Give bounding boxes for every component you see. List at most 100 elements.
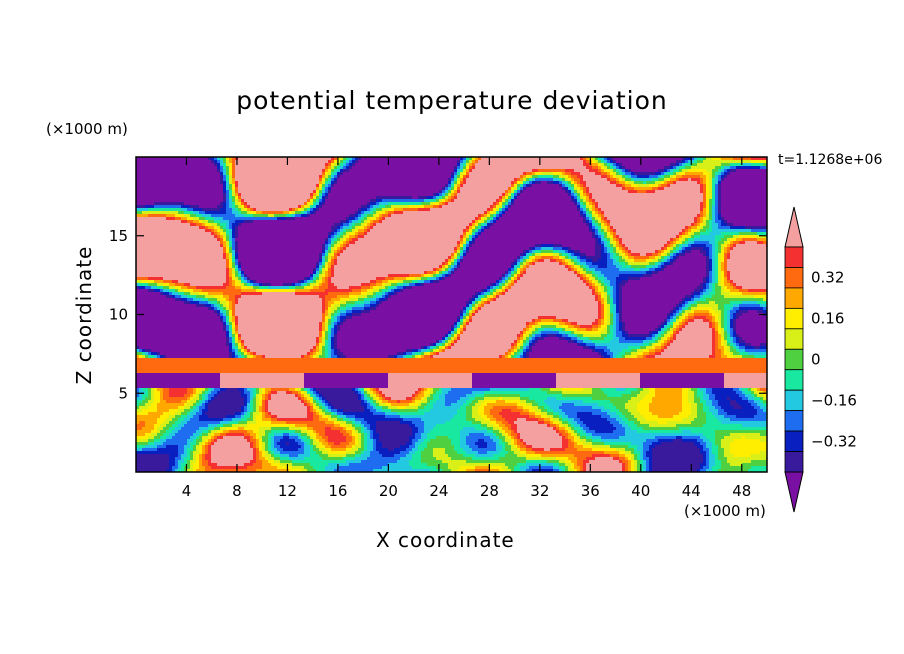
field-cell <box>352 193 355 196</box>
field-cell <box>535 226 538 229</box>
field-cell <box>289 205 292 208</box>
field-cell <box>346 184 349 187</box>
field-cell <box>724 178 727 181</box>
field-cell <box>412 178 415 181</box>
field-cell <box>340 217 343 220</box>
field-cell <box>583 160 586 163</box>
field-cell <box>454 223 457 226</box>
field-cell <box>238 223 241 226</box>
field-cell <box>580 175 583 178</box>
field-cell <box>466 226 469 229</box>
field-cell <box>334 169 337 172</box>
field-cell <box>466 217 469 220</box>
field-cell <box>361 178 364 181</box>
field-cell <box>751 208 754 211</box>
field-cell <box>760 160 763 163</box>
field-cell <box>337 178 340 181</box>
field-cell <box>670 184 673 187</box>
field-cell <box>403 181 406 184</box>
field-cell <box>583 217 586 220</box>
field-cell <box>688 199 691 202</box>
field-cell <box>286 178 289 181</box>
field-cell <box>667 208 670 211</box>
field-cell <box>388 223 391 226</box>
field-cell <box>508 166 511 169</box>
field-cell <box>718 166 721 169</box>
field-cell <box>166 190 169 193</box>
field-cell <box>610 187 613 190</box>
field-cell <box>202 175 205 178</box>
field-cell <box>712 193 715 196</box>
field-cell <box>505 205 508 208</box>
field-cell <box>604 202 607 205</box>
field-cell <box>184 169 187 172</box>
field-cell <box>733 166 736 169</box>
field-cell <box>403 214 406 217</box>
field-cell <box>412 172 415 175</box>
field-cell <box>553 184 556 187</box>
field-cell <box>172 187 175 190</box>
field-cell <box>385 196 388 199</box>
field-cell <box>475 169 478 172</box>
field-cell <box>409 187 412 190</box>
field-cell <box>331 190 334 193</box>
field-cell <box>139 196 142 199</box>
field-cell <box>157 208 160 211</box>
field-cell <box>724 223 727 226</box>
field-cell <box>547 166 550 169</box>
field-cell <box>478 205 481 208</box>
field-cell <box>496 202 499 205</box>
field-cell <box>403 166 406 169</box>
field-cell <box>610 178 613 181</box>
field-cell <box>622 205 625 208</box>
field-cell <box>568 214 571 217</box>
field-cell <box>337 208 340 211</box>
field-cell <box>751 205 754 208</box>
field-cell <box>604 220 607 223</box>
field-cell <box>343 163 346 166</box>
field-cell <box>484 175 487 178</box>
field-cell <box>241 166 244 169</box>
field-cell <box>706 208 709 211</box>
field-cell <box>223 226 226 229</box>
field-cell <box>607 172 610 175</box>
field-cell <box>415 160 418 163</box>
field-cell <box>562 193 565 196</box>
field-cell <box>520 199 523 202</box>
field-cell <box>475 166 478 169</box>
field-cell <box>598 202 601 205</box>
field-cell <box>481 160 484 163</box>
field-cell <box>298 178 301 181</box>
field-cell <box>655 172 658 175</box>
field-cell <box>754 196 757 199</box>
field-cell <box>727 208 730 211</box>
field-cell <box>496 187 499 190</box>
field-cell <box>649 220 652 223</box>
field-cell <box>160 190 163 193</box>
field-cell <box>349 166 352 169</box>
field-cell <box>328 205 331 208</box>
field-cell <box>439 223 442 226</box>
field-cell <box>520 226 523 229</box>
field-cell <box>382 205 385 208</box>
field-cell <box>751 214 754 217</box>
field-cell <box>718 187 721 190</box>
field-cell <box>592 181 595 184</box>
field-cell <box>634 199 637 202</box>
field-cell <box>346 217 349 220</box>
field-cell <box>703 223 706 226</box>
field-cell <box>367 175 370 178</box>
field-cell <box>487 184 490 187</box>
field-cell <box>619 169 622 172</box>
field-cell <box>697 196 700 199</box>
field-cell <box>478 202 481 205</box>
field-cell <box>196 184 199 187</box>
field-cell <box>394 199 397 202</box>
field-cell <box>424 226 427 229</box>
field-cell <box>202 160 205 163</box>
field-cell <box>463 172 466 175</box>
field-cell <box>391 211 394 214</box>
field-cell <box>550 226 553 229</box>
field-cell <box>367 172 370 175</box>
field-cell <box>451 214 454 217</box>
